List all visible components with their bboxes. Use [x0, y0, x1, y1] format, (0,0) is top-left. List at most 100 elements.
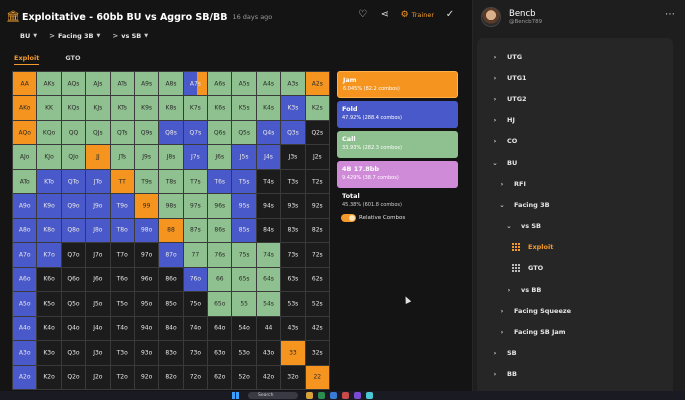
hand-cell[interactable]: 75s [232, 243, 256, 267]
hand-cell[interactable]: ATo [13, 169, 37, 194]
hand-cell[interactable]: J7s [183, 145, 208, 169]
hand-cell[interactable]: T6s [208, 169, 232, 194]
check-icon[interactable]: ✓ [445, 9, 455, 20]
hand-cell[interactable]: KTs [110, 96, 134, 120]
chevron-right-icon[interactable]: › [493, 349, 497, 358]
hand-cell[interactable]: JTs [110, 145, 134, 169]
app-icon[interactable] [318, 392, 325, 399]
selector-position[interactable]: BU ▼ [20, 32, 37, 40]
hand-cell[interactable]: 85s [232, 218, 256, 243]
hand-cell[interactable]: 63o [208, 341, 232, 365]
hand-cell[interactable]: 82s [305, 218, 329, 243]
hand-cell[interactable]: Q4o [61, 316, 86, 341]
hand-cell[interactable]: 73o [183, 341, 208, 365]
hand-cell[interactable]: 32o [281, 365, 305, 389]
hand-cell[interactable]: K9o [37, 194, 61, 218]
hand-cell[interactable]: 75o [183, 292, 208, 316]
more-options-icon[interactable]: ⋯ [665, 9, 675, 20]
hand-cell[interactable]: J6s [208, 145, 232, 169]
hand-cell[interactable]: Q6o [61, 267, 86, 292]
hand-cell[interactable]: A9o [13, 194, 37, 218]
hand-cell[interactable]: K2s [305, 96, 329, 120]
hand-cell[interactable]: QJs [86, 120, 110, 145]
tree-node-utg2[interactable]: › UTG2 [477, 88, 673, 109]
hand-cell[interactable]: JJ [86, 145, 110, 169]
hand-cell[interactable]: 65o [208, 292, 232, 316]
hand-cell[interactable]: QTo [61, 169, 86, 194]
hand-cell[interactable]: 32s [305, 341, 329, 365]
hand-cell[interactable]: A7s [183, 72, 208, 96]
hand-cell[interactable]: 73s [281, 243, 305, 267]
hand-cell[interactable]: A9s [134, 72, 159, 96]
chevron-right-icon[interactable]: › [493, 116, 497, 125]
hand-cell[interactable]: AKs [37, 72, 61, 96]
hand-cell[interactable]: 53s [281, 292, 305, 316]
chevron-down-icon[interactable]: ⌄ [492, 158, 498, 167]
tree-node-hj[interactable]: › HJ [477, 110, 673, 131]
hand-cell[interactable]: J5o [86, 292, 110, 316]
hand-cell[interactable]: ATs [110, 72, 134, 96]
selector-action[interactable]: > Facing 3B ▼ [49, 32, 100, 40]
hand-cell[interactable]: AKo [13, 96, 37, 120]
chevron-right-icon[interactable]: › [500, 179, 504, 188]
hand-cell[interactable]: AQo [13, 120, 37, 145]
hand-cell[interactable]: QTs [110, 120, 134, 145]
hand-cell[interactable]: J3s [281, 145, 305, 169]
hand-cell[interactable]: K8s [159, 96, 183, 120]
hand-cell[interactable]: 74s [256, 243, 281, 267]
toggle-switch[interactable] [341, 214, 356, 222]
hand-cell[interactable]: K9s [134, 96, 159, 120]
hand-cell[interactable]: K4o [37, 316, 61, 341]
hand-cell[interactable]: 44 [256, 316, 281, 341]
hand-cell[interactable]: K5o [37, 292, 61, 316]
hand-cell[interactable]: A5s [232, 72, 256, 96]
chevron-right-icon[interactable]: › [507, 285, 511, 294]
hand-cell[interactable]: 54s [256, 292, 281, 316]
chevron-right-icon[interactable]: › [493, 137, 497, 146]
legend-call[interactable]: Call 33.93% (282.3 combos) [337, 131, 458, 158]
hand-cell[interactable]: A3o [13, 341, 37, 365]
hand-cell[interactable]: A2s [305, 72, 329, 96]
hand-cell[interactable]: K6o [37, 267, 61, 292]
hand-cell[interactable]: AJs [86, 72, 110, 96]
hand-cell[interactable]: 52o [232, 365, 256, 389]
hand-cell[interactable]: J2o [86, 365, 110, 389]
relative-combos-toggle[interactable]: Relative Combos [337, 214, 458, 222]
hand-cell[interactable]: J7o [86, 243, 110, 267]
hand-cell[interactable]: 92s [305, 194, 329, 218]
hand-cell[interactable]: 62o [208, 365, 232, 389]
hand-cell[interactable]: 98o [134, 218, 159, 243]
hand-cell[interactable]: K6s [208, 96, 232, 120]
hand-cell[interactable]: K2o [37, 365, 61, 389]
hand-cell[interactable]: 94o [134, 316, 159, 341]
hand-cell[interactable]: 42s [305, 316, 329, 341]
tree-node-bu[interactable]: ⌄ BU [477, 152, 673, 173]
hand-cell[interactable]: A8s [159, 72, 183, 96]
hand-cell[interactable]: 98s [159, 194, 183, 218]
hand-cell[interactable]: Q3o [61, 341, 86, 365]
tree-node-utg[interactable]: › UTG [477, 46, 673, 67]
hand-cell[interactable]: 33 [281, 341, 305, 365]
chevron-right-icon[interactable]: › [500, 328, 504, 337]
hand-cell[interactable]: J4s [256, 145, 281, 169]
hand-cell[interactable]: T5s [232, 169, 256, 194]
hand-cell[interactable]: Q6s [208, 120, 232, 145]
hand-cell[interactable]: 42o [256, 365, 281, 389]
hand-cell[interactable]: T2s [305, 169, 329, 194]
hand-cell[interactable]: J6o [86, 267, 110, 292]
hand-cell[interactable]: 94s [256, 194, 281, 218]
app-icon[interactable] [342, 392, 349, 399]
hand-cell[interactable]: 77 [183, 243, 208, 267]
hand-cell[interactable]: A8o [13, 218, 37, 243]
hand-cell[interactable]: 64s [256, 267, 281, 292]
hand-cell[interactable]: AQs [61, 72, 86, 96]
hand-cell[interactable]: T9s [134, 169, 159, 194]
user-profile[interactable]: Bencb @Bencb789 ⋯ [481, 5, 679, 29]
hand-cell[interactable]: 43o [256, 341, 281, 365]
hand-cell[interactable]: Q7s [183, 120, 208, 145]
hand-cell[interactable]: 66 [208, 267, 232, 292]
chevron-down-icon[interactable]: ⌄ [499, 200, 505, 209]
hand-cell[interactable]: TT [110, 169, 134, 194]
hand-cell[interactable]: 64o [208, 316, 232, 341]
hand-cell[interactable]: A4s [256, 72, 281, 96]
